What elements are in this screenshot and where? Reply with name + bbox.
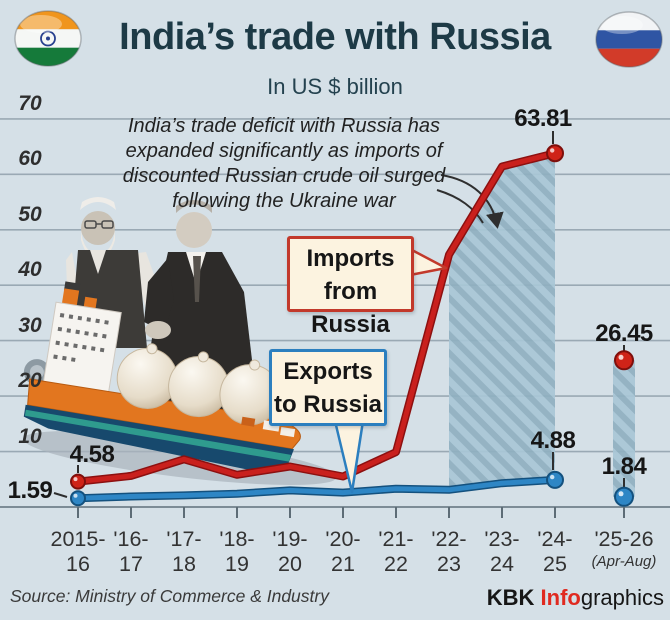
modi-face <box>81 211 115 245</box>
y-tick-70: 70 <box>18 92 42 115</box>
value-label-exports-2025-26: 1.84 <box>601 453 647 480</box>
value-label-imports-2015-16: 4.58 <box>69 441 115 468</box>
imports-dot-2015-16 <box>70 473 86 490</box>
russia-flag-icon <box>595 11 663 68</box>
annotation-line: expanded significantly as imports of <box>125 140 443 162</box>
credit-kbk: KBK <box>486 585 541 610</box>
x-label-2016-17: '16- 17 <box>113 527 149 576</box>
y-tick-60: 60 <box>18 147 42 170</box>
exports-callout-line1: Exports <box>283 358 373 385</box>
x-label-2025-26: '25-26 (Apr-Aug) <box>591 527 657 570</box>
credit-text: KBK Infographics <box>487 585 664 611</box>
exports-callout: Exports to Russia <box>269 349 387 426</box>
annotation-line: India’s trade deficit with Russia has <box>127 115 440 137</box>
imports-callout-line1: Imports <box>306 245 395 272</box>
partial-year-bar <box>613 360 635 497</box>
imports-callout: Imports from Russia <box>287 236 414 338</box>
x-label-2021-22: '21- 22 <box>378 527 414 576</box>
imports-line <box>75 150 558 485</box>
x-label-2015-16: 2015- 16 <box>50 527 106 576</box>
exports-dot-2025-26 <box>614 486 634 507</box>
exports-line <box>75 477 558 501</box>
annotation-arrow <box>436 174 504 229</box>
exports-dot-2024-25 <box>546 470 564 489</box>
source-text: Source: Ministry of Commerce & Industry <box>10 586 329 606</box>
value-label-imports-2025-26: 26.45 <box>595 320 653 347</box>
x-label-2017-18: '17- 18 <box>166 527 202 576</box>
x-label-2020-21: '20- 21 <box>325 527 361 576</box>
y-tick-20: 20 <box>18 369 42 392</box>
x-label-2018-19: '18- 19 <box>219 527 255 576</box>
value-label-exports-2015-16: 1.59 <box>7 477 53 504</box>
credit-info: Info <box>540 585 581 610</box>
exports-dot-2015-16 <box>70 490 86 507</box>
annotation-line: following the Ukraine war <box>172 190 396 212</box>
imports-dot-2024-25 <box>546 144 564 163</box>
value-label-exports-2024-25: 4.88 <box>530 427 576 454</box>
y-tick-50: 50 <box>18 203 42 226</box>
annotation-line: discounted Russian crude oil surged <box>122 165 446 187</box>
chart-unit-subtitle: In US $ billion <box>267 74 403 99</box>
x-label-2023-24: '23- 24 <box>484 527 520 576</box>
x-label-2024-25: '24- 25 <box>537 527 573 576</box>
credit-graphics: graphics <box>580 585 664 610</box>
x-axis-ticks <box>77 507 625 518</box>
exports-callout-pointer <box>333 419 365 494</box>
trade-deficit-area <box>449 153 555 490</box>
annotation-text: India’s trade deficit with Russia has ex… <box>98 114 470 214</box>
exports-callout-line2: to Russia <box>273 391 383 418</box>
page-title: India’s trade with Russia <box>119 16 551 58</box>
imports-dot-2025-26 <box>614 350 634 371</box>
x-label-2022-23: '22- 23 <box>431 527 467 576</box>
y-tick-30: 30 <box>18 314 42 337</box>
label-connectors <box>53 131 625 498</box>
putin-face <box>176 212 212 248</box>
y-tick-10: 10 <box>18 425 42 448</box>
y-tick-40: 40 <box>18 258 42 281</box>
india-flag-icon <box>14 10 82 67</box>
x-label-2019-20: '19- 20 <box>272 527 308 576</box>
value-label-imports-2024-25: 63.81 <box>514 105 572 132</box>
imports-callout-line2: from Russia <box>311 278 390 338</box>
